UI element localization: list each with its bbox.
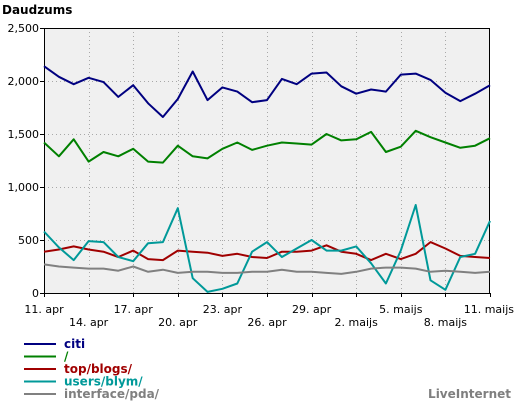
y-tick-label: 2,500 (8, 22, 40, 35)
x-tick-label: 8. maijs (424, 316, 468, 329)
grid (44, 28, 490, 293)
x-tick-label: 23. apr (203, 303, 243, 316)
x-tick-label: 11. apr (24, 303, 64, 316)
brand-label: LiveInternet (428, 387, 511, 401)
x-tick-label: 29. apr (292, 303, 332, 316)
x-tick-label: 11. maijs (464, 303, 515, 316)
x-tick-label: 2. maijs (335, 316, 379, 329)
legend-label-4: interface/pda/ (64, 387, 160, 401)
x-tick-label: 14. apr (69, 316, 109, 329)
series-lines (43, 65, 491, 293)
legend: citi/top/blogs/users/blym/interface/pda/ (24, 337, 160, 401)
series-line-0 (43, 65, 491, 118)
y-tick-labels: 0 500 1,000 1,500 2,000 2,500 (8, 22, 40, 300)
series-line-4 (43, 263, 491, 275)
legend-label-2: top/blogs/ (64, 362, 133, 376)
legend-label-3: users/blym/ (64, 375, 143, 389)
series-line-3 (43, 204, 491, 293)
plot-border (44, 28, 490, 294)
chart-title: Daudzums (2, 3, 72, 17)
x-tick-label: 5. maijs (379, 303, 423, 316)
y-tick-label: 1,500 (8, 128, 40, 141)
x-tick-label: 20. apr (158, 316, 198, 329)
x-tick-labels: 11. apr 14. apr 17. apr 20. apr 23. apr 26. a… (24, 303, 514, 329)
y-tick-label: 2,000 (8, 75, 40, 88)
x-tick-label: 26. apr (247, 316, 287, 329)
legend-label-0: citi (64, 337, 85, 351)
series-line-1 (43, 129, 491, 164)
y-tick-label: 1,000 (8, 181, 40, 194)
axes (40, 28, 491, 297)
legend-label-1: / (64, 350, 69, 364)
x-tick-label: 17. apr (114, 303, 154, 316)
y-tick-label: 500 (18, 234, 39, 247)
y-tick-label: 0 (32, 287, 39, 300)
